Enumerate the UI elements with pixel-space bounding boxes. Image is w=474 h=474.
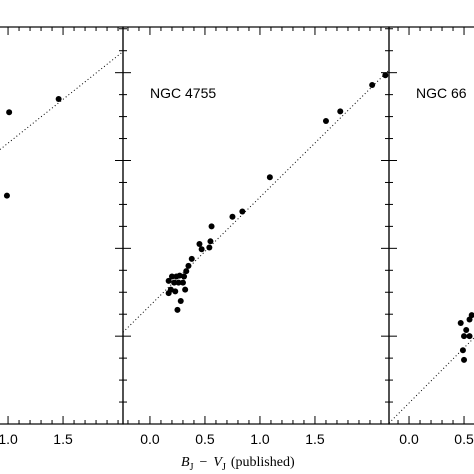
data-point: [165, 277, 172, 284]
data-point: [182, 286, 189, 293]
data-point: [6, 109, 13, 116]
panel-title: NGC 66: [416, 85, 467, 101]
x-axis-label-part: V: [213, 455, 223, 470]
x-axis-label: BJ − VJ (published): [181, 455, 295, 473]
data-point: [382, 72, 389, 79]
reference-line: [388, 337, 474, 424]
data-point: [239, 208, 246, 215]
data-point: [463, 327, 470, 334]
data-point: [172, 288, 179, 295]
data-point: [461, 333, 468, 340]
data-point: [207, 238, 214, 245]
x-tick-label: 0.0: [140, 431, 160, 447]
reference-line: [0, 51, 124, 150]
x-axis-label-part: −: [199, 455, 207, 470]
reference-line: [122, 69, 390, 333]
x-tick-label: 1.0: [0, 431, 18, 447]
data-point: [185, 262, 192, 269]
x-tick-label: 0.5: [195, 431, 215, 447]
data-point: [457, 319, 464, 326]
x-axis-label-part: (published): [231, 455, 295, 470]
data-point: [369, 81, 376, 88]
x-tick-label: 0.5: [454, 431, 474, 447]
x-axis-label-part: B: [181, 455, 190, 470]
data-point: [173, 273, 180, 280]
data-point: [208, 223, 215, 230]
data-point: [322, 117, 329, 124]
data-point: [188, 255, 195, 262]
data-point: [175, 279, 182, 286]
data-point: [337, 108, 344, 115]
data-point: [206, 244, 213, 251]
x-axis-label-part: J: [222, 462, 226, 473]
data-point: [171, 279, 178, 286]
data-point: [459, 347, 466, 354]
data-point: [468, 312, 474, 319]
data-point: [229, 213, 236, 220]
panel: 0.0 0.5 NGC 66: [388, 26, 474, 447]
x-axis-label-part: J: [190, 462, 194, 473]
x-tick-label: 1.0: [250, 431, 270, 447]
data-point: [466, 333, 473, 340]
x-tick-label: 0.0: [399, 431, 419, 447]
panel: 1.0 1.5: [0, 26, 124, 447]
data-point: [183, 268, 190, 275]
data-point: [461, 356, 468, 363]
data-point: [198, 246, 205, 253]
x-tick-label: 1.5: [305, 431, 325, 447]
data-point: [179, 279, 186, 286]
data-point: [177, 298, 184, 305]
x-tick-label: 1.5: [53, 431, 73, 447]
data-point: [168, 273, 175, 280]
panel-title: NGC 4755: [150, 85, 216, 101]
panel-frame: [0, 26, 124, 425]
data-point: [165, 290, 172, 297]
data-point: [3, 192, 10, 199]
data-point: [196, 240, 203, 247]
data-point: [55, 96, 62, 103]
data-point: [174, 306, 181, 313]
data-point: [266, 174, 273, 181]
panel-frame: [388, 26, 474, 425]
